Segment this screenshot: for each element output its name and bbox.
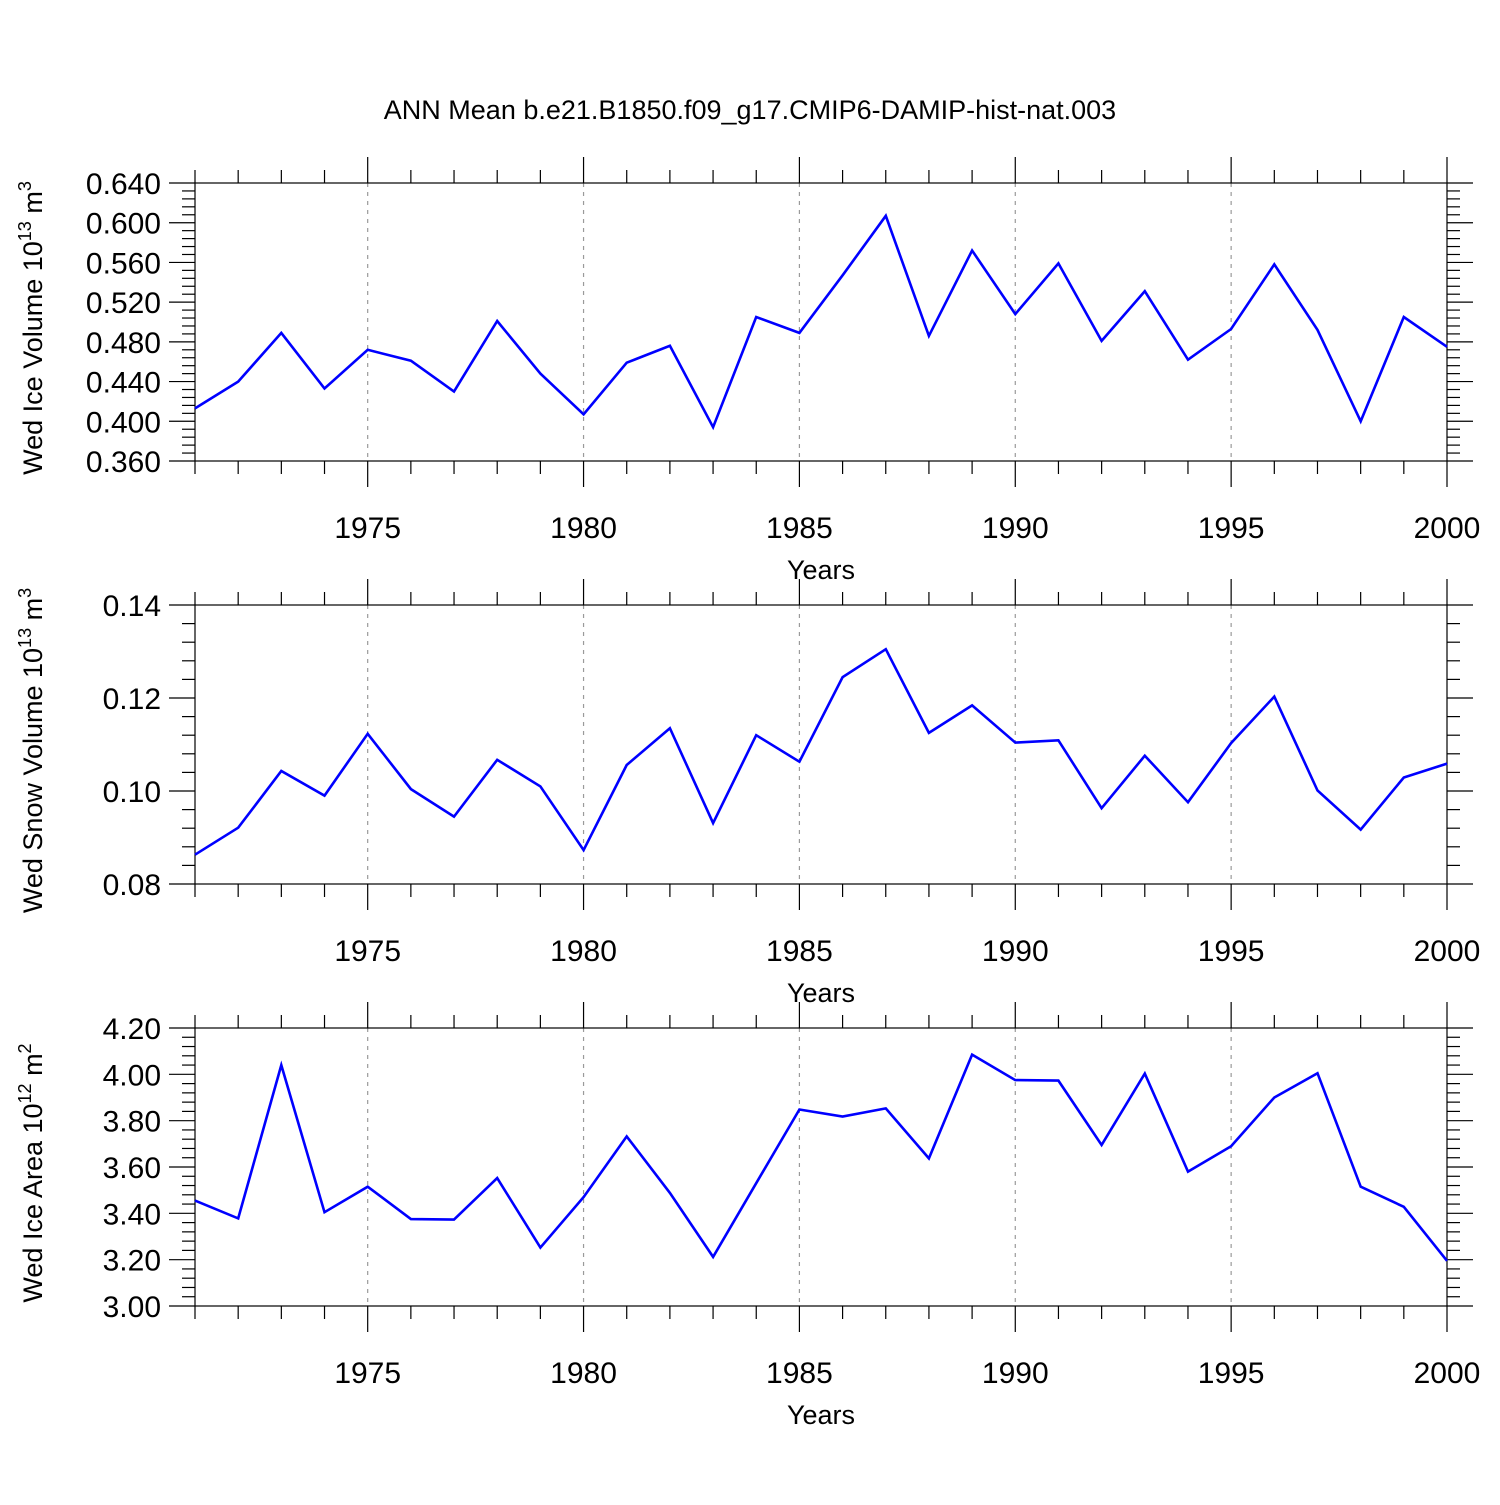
x-tick-label: 1985 [766, 935, 833, 968]
x-tick-label: 2000 [1414, 1357, 1481, 1390]
x-tick-label: 1995 [1198, 512, 1265, 545]
y-tick-label: 0.400 [86, 406, 161, 439]
y-tick-label: 0.640 [86, 168, 161, 201]
chart-panel-3: 1975 1980 1985 1990 1995 2000 Years 3.00 3.20 3.4… [15, 1002, 1480, 1430]
x-tick-label: 1995 [1198, 935, 1265, 968]
plot-frame [194, 182, 1448, 462]
x-tick-label: 1975 [334, 512, 401, 545]
y-axis-title-text: Wed Ice Volume 10 [18, 241, 48, 475]
x-tick-label: 1980 [550, 935, 617, 968]
chart-panel-2: 1975 1980 1985 1990 1995 2000 Years 0.08 0.10 0.1… [15, 579, 1480, 1008]
plot-frame [194, 1027, 1448, 1307]
x-tick-label: 2000 [1414, 512, 1481, 545]
y-axis-title-unit-exponent: 2 [15, 1043, 35, 1053]
y-tick-label: 3.80 [103, 1106, 161, 1139]
series-line [194, 1052, 1449, 1262]
y-tick-label: 4.20 [103, 1013, 161, 1046]
x-tick-label: 1980 [550, 512, 617, 545]
y-tick-label: 0.08 [103, 869, 161, 902]
y-tick-label: 0.440 [86, 367, 161, 400]
y-tick-label: 4.00 [103, 1059, 161, 1092]
x-axis-title: Years [787, 978, 855, 1008]
series-line [194, 647, 1448, 856]
x-tick-label: 1990 [982, 935, 1049, 968]
y-axis-title-exponent: 12 [15, 1083, 35, 1103]
chart-panel-1: 1975 1980 1985 1990 1995 2000 Years 0.360 0.400 0… [15, 157, 1480, 585]
y-axis-title-exponent: 13 [15, 221, 35, 241]
y-tick-label: 0.480 [86, 327, 161, 360]
y-axis-title-unit-exponent: 3 [15, 588, 35, 598]
x-axis-title: Years [787, 555, 855, 585]
y-axis-title-unit: m [18, 1053, 48, 1083]
x-axis-title: Years [787, 1400, 855, 1430]
y-tick-label: 0.12 [103, 683, 161, 716]
y-axis-title-unit-exponent: 3 [15, 181, 35, 191]
y-axis-title: Wed Ice Volume 1013 m3 [15, 181, 48, 475]
series-line [194, 213, 1448, 431]
x-tick-label: 1975 [334, 935, 401, 968]
chart-title: ANN Mean b.e21.B1850.f09_g17.CMIP6-DAMIP… [384, 95, 1116, 125]
x-tick-label: 1995 [1198, 1357, 1265, 1390]
x-tick-label: 1975 [334, 1357, 401, 1390]
x-tick-label: 1985 [766, 1357, 833, 1390]
y-tick-label: 3.00 [103, 1291, 161, 1324]
y-axis-title-exponent: 13 [15, 628, 35, 648]
y-axis-title-text: Wed Snow Volume 10 [18, 648, 48, 913]
y-tick-label: 0.14 [103, 590, 161, 623]
y-axis-title-unit: m [18, 191, 48, 221]
x-tick-label: 1985 [766, 512, 833, 545]
y-tick-label: 3.40 [103, 1198, 161, 1231]
y-tick-label: 0.10 [103, 776, 161, 809]
y-axis-title-text: Wed Ice Area 10 [18, 1103, 48, 1302]
y-tick-label: 3.20 [103, 1245, 161, 1278]
x-tick-label: 1980 [550, 1357, 617, 1390]
x-tick-label: 1990 [982, 1357, 1049, 1390]
y-axis-title: Wed Snow Volume 1013 m3 [15, 588, 48, 913]
y-tick-label: 0.520 [86, 287, 161, 320]
y-tick-label: 0.360 [86, 446, 161, 479]
y-tick-label: 0.560 [86, 247, 161, 280]
y-tick-label: 0.600 [86, 208, 161, 241]
y-tick-label: 3.60 [103, 1152, 161, 1185]
plot-frame [194, 604, 1448, 885]
y-axis-title-unit: m [18, 598, 48, 628]
y-axis-title: Wed Ice Area 1012 m2 [15, 1043, 48, 1302]
x-tick-label: 2000 [1414, 935, 1481, 968]
x-tick-label: 1990 [982, 512, 1049, 545]
